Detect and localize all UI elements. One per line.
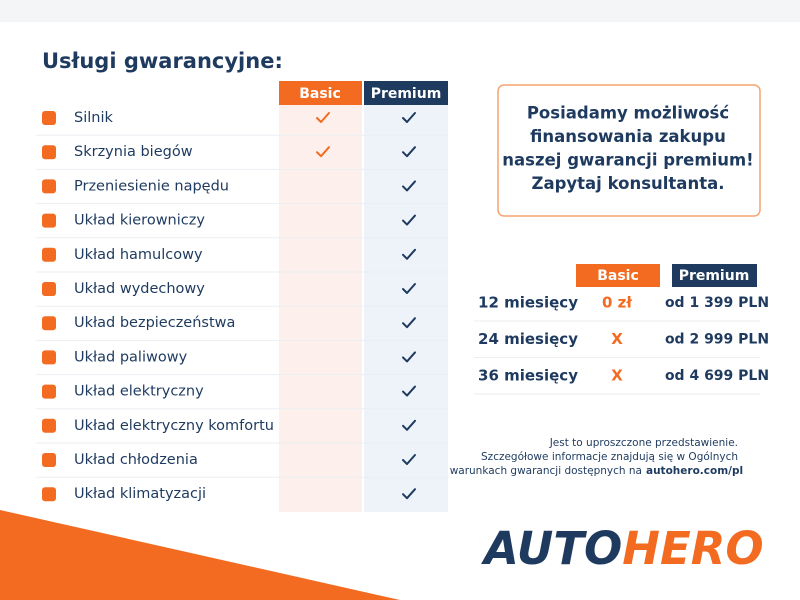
price-premium: od 4 699 PLN xyxy=(665,368,769,384)
logo: AUTOHERO xyxy=(481,522,764,575)
row-icon xyxy=(42,487,56,502)
check-icon xyxy=(402,488,416,500)
check-icon xyxy=(402,385,416,397)
row-icon xyxy=(42,316,56,331)
check-icon xyxy=(402,419,416,431)
corner-shape xyxy=(0,510,400,600)
row-label: Układ kierowniczy xyxy=(74,213,205,229)
price-basic: 0 zł xyxy=(602,294,632,312)
row-icon xyxy=(42,350,56,365)
note-line: warunkach gwarancji dostępnych na xyxy=(450,465,642,477)
note-link: autohero.com/pl xyxy=(646,465,743,477)
row-label: Silnik xyxy=(74,110,113,126)
row-label: Układ chłodzenia xyxy=(74,452,198,468)
note-line: Szczegółowe informacje znajdują się w Og… xyxy=(481,451,738,463)
row-icon xyxy=(42,453,56,467)
note-line: Jest to uproszczone przedstawienie. xyxy=(549,437,738,449)
price-period: 36 miesięcy xyxy=(478,367,578,385)
row-label: Skrzynia biegów xyxy=(74,144,193,160)
row-icon xyxy=(42,418,56,433)
row-label: Układ elektryczny komfortu xyxy=(74,418,274,434)
promo-box xyxy=(497,84,761,217)
row-icon xyxy=(42,111,56,125)
top-strip xyxy=(0,0,800,22)
check-icon xyxy=(316,146,330,158)
rows: Silnik Skrzynia biegów Przeniesienie napęd… xyxy=(36,110,448,502)
row-icon xyxy=(42,179,56,194)
basic-column xyxy=(279,105,362,512)
check-icon xyxy=(402,317,416,329)
price-period: 12 miesięcy xyxy=(478,294,578,312)
row-icon xyxy=(42,247,56,262)
basic-label: Basic xyxy=(299,86,341,102)
price-basic: X xyxy=(611,330,623,348)
check-icon xyxy=(402,283,416,294)
note: Jest to uproszczone przedstawienie. Szcze… xyxy=(450,437,743,477)
premium-label: Premium xyxy=(371,86,442,102)
row-icon xyxy=(42,213,56,228)
row-label: Układ wydechowy xyxy=(74,281,205,297)
check-icon xyxy=(402,146,416,158)
check-icon xyxy=(402,180,416,192)
row-label: Układ paliwowy xyxy=(74,349,188,365)
price-period: 24 miesięcy xyxy=(478,330,578,348)
price-basic-label: Basic xyxy=(597,268,639,284)
price-premium: od 2 999 PLN xyxy=(665,332,769,348)
price-basic: X xyxy=(611,367,623,385)
check-icon xyxy=(402,214,416,226)
check-icon xyxy=(402,454,416,465)
premium-column xyxy=(364,105,448,512)
logo-auto: AUTO xyxy=(481,522,622,575)
price-premium-header xyxy=(672,264,757,287)
row-icon xyxy=(42,384,56,399)
check-icon xyxy=(402,351,416,363)
row-label: Układ bezpieczeństwa xyxy=(74,315,235,331)
row-label: Układ klimatyzacji xyxy=(74,486,206,502)
check-icon xyxy=(316,112,330,123)
price-basic-header xyxy=(576,264,660,287)
row-label: Układ elektryczny xyxy=(74,384,204,400)
promo-line: Posiadamy możliwość xyxy=(527,104,730,123)
row-icon xyxy=(42,282,56,296)
row-icon xyxy=(42,145,56,160)
logo-hero: HERO xyxy=(622,522,763,575)
price-premium-label: Premium xyxy=(679,268,750,284)
price-premium: od 1 399 PLN xyxy=(665,295,769,311)
title: Usługi gwarancyjne: xyxy=(42,49,283,73)
promo-line: finansowania zakupu xyxy=(530,127,726,146)
row-label: Przeniesienie napędu xyxy=(74,178,229,194)
check-icon xyxy=(402,112,416,123)
promo-line: Zapytaj konsultanta. xyxy=(532,174,725,193)
basic-header xyxy=(279,81,362,105)
promo-text: Posiadamy możliwość finansowania zakupu na… xyxy=(502,104,753,194)
check-icon xyxy=(402,248,416,260)
premium-header xyxy=(364,81,448,105)
promo-line: naszej gwarancji premium! xyxy=(502,151,753,170)
row-label: Układ hamulcowy xyxy=(74,247,203,263)
